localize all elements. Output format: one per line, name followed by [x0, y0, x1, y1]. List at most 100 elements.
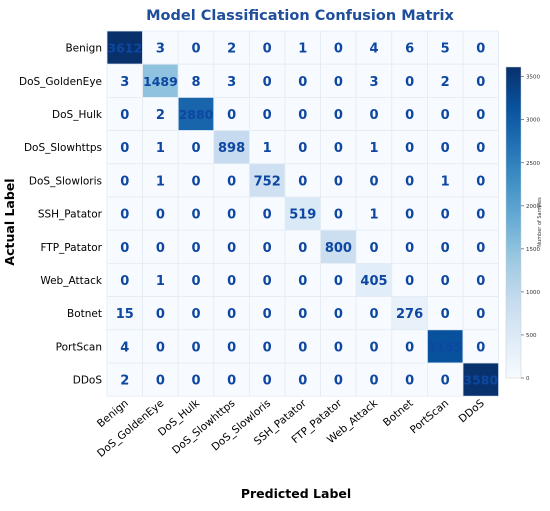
x-axis-label: Predicted Label — [241, 486, 351, 501]
cell-value-label: 0 — [120, 141, 129, 156]
heatmap-cell — [142, 229, 179, 264]
cell-value-label: 0 — [476, 274, 485, 289]
heatmap-cell — [391, 196, 428, 231]
cell-value-label: 0 — [334, 374, 343, 389]
heatmap-cell — [355, 30, 393, 65]
heatmap-cell — [284, 130, 321, 165]
cell-value-label: 0 — [156, 208, 165, 223]
cell-value-label: 0 — [298, 75, 307, 90]
cell-value-label: 0 — [369, 241, 378, 256]
heatmap-cell — [391, 229, 428, 264]
heatmap-cell — [355, 362, 393, 397]
cell-value-label: 0 — [191, 307, 200, 322]
cell-value-label: 0 — [369, 174, 378, 189]
cell-value-label: 0 — [476, 208, 485, 223]
heatmap-cell — [106, 296, 143, 331]
heatmap-cell — [248, 262, 286, 297]
heatmap-cell — [391, 362, 428, 397]
cell-value-label: 800 — [325, 241, 352, 256]
heatmap-cell — [213, 196, 250, 231]
heatmap-cell — [320, 296, 357, 331]
chart-title: Model Classification Confusion Matrix — [146, 8, 454, 24]
heatmap-cell — [248, 362, 286, 397]
cell-value-label: 3580 — [463, 373, 498, 388]
cell-value-label: 0 — [298, 108, 307, 123]
heatmap-cell — [177, 329, 215, 364]
cell-value-label: 0 — [441, 241, 450, 256]
cell-value-label: 0 — [334, 42, 343, 57]
cell-value-label: 0 — [263, 307, 272, 322]
cell-value-label: 0 — [405, 274, 414, 289]
cell-value-label: 0 — [405, 108, 414, 123]
colorbar-tick-label: 1500 — [526, 247, 540, 253]
colorbar: 0 500 1000 1500 2000 2500 3000 3500 Number of S… — [505, 66, 543, 382]
heatmap-cell — [355, 296, 393, 331]
heatmap-cell — [391, 329, 428, 364]
cell-value-label: 0 — [369, 340, 378, 355]
heatmap-cell — [426, 296, 464, 331]
cell-value-label: 0 — [476, 75, 485, 90]
heatmap-cell — [248, 63, 286, 98]
cell-value-label: 0 — [441, 208, 450, 223]
y-tick-label-botnet: Botnet — [67, 308, 102, 320]
cell-value-label: 8 — [191, 75, 200, 90]
cell-value-label: 1 — [369, 141, 378, 156]
cell-value-label: 0 — [191, 42, 200, 57]
heatmap-cell — [462, 229, 499, 264]
heatmap-cell — [213, 262, 250, 297]
heatmap-cell — [284, 329, 321, 364]
heatmap-cell — [106, 30, 143, 65]
cell-value-label: 0 — [263, 42, 272, 57]
heatmap-cell — [106, 63, 143, 98]
y-tick-label-dos-hulk: DoS_Hulk — [52, 109, 103, 121]
y-tick-label-web-attack: Web_Attack — [40, 275, 103, 287]
heatmap-cell — [177, 296, 215, 331]
cell-value-label: 3 — [369, 75, 378, 90]
heatmap-cell — [462, 97, 499, 132]
cell-value-label: 3 — [120, 75, 129, 90]
cell-value-label: 0 — [405, 174, 414, 189]
cell-value-label: 0 — [369, 374, 378, 389]
cell-value-label: 0 — [191, 174, 200, 189]
heatmap-cell — [355, 262, 393, 297]
heatmap-cell — [355, 329, 393, 364]
cell-value-label: 0 — [334, 108, 343, 123]
heatmap-cell — [284, 262, 321, 297]
heatmap-cell — [106, 262, 143, 297]
cell-value-label: 1 — [156, 141, 165, 156]
heatmap-cell — [106, 97, 143, 132]
cell-value-label: 3612 — [107, 41, 142, 56]
heatmap-cell — [284, 229, 321, 264]
cell-value-label: 0 — [476, 307, 485, 322]
heatmap-cell — [426, 362, 464, 397]
heatmap-cell — [248, 163, 286, 198]
colorbar-tick-label: 500 — [526, 333, 537, 339]
heatmap-cell — [177, 63, 215, 98]
cell-value-label: 0 — [334, 174, 343, 189]
x-tick-label-ddos: DDoS — [457, 397, 487, 425]
cell-value-label: 0 — [263, 374, 272, 389]
cell-value-label: 0 — [227, 374, 236, 389]
heatmap-cell — [462, 329, 499, 364]
y-tick-label-dos-slowhttps: DoS_Slowhttps — [24, 142, 102, 154]
cell-value-label: 0 — [334, 274, 343, 289]
cell-value-label: 0 — [405, 75, 414, 90]
cell-value-label: 0 — [298, 274, 307, 289]
heatmap-cell — [248, 329, 286, 364]
cell-value-label: 0 — [263, 108, 272, 123]
heatmap-cell — [284, 163, 321, 198]
heatmap-cell — [462, 196, 499, 231]
cell-value-label: 0 — [191, 208, 200, 223]
cell-value-label: 0 — [263, 241, 272, 256]
heatmap-cell — [426, 63, 464, 98]
cell-value-label: 2 — [227, 42, 236, 57]
heatmap-cell — [462, 296, 499, 331]
cell-value-label: 0 — [227, 340, 236, 355]
cell-value-label: 0 — [227, 208, 236, 223]
heatmap-cell — [391, 130, 428, 165]
y-axis-label: Actual Label — [2, 178, 17, 265]
cell-value-label: 0 — [369, 307, 378, 322]
cell-value-label: 0 — [298, 307, 307, 322]
colorbar-tick-label: 2000 — [526, 204, 540, 210]
